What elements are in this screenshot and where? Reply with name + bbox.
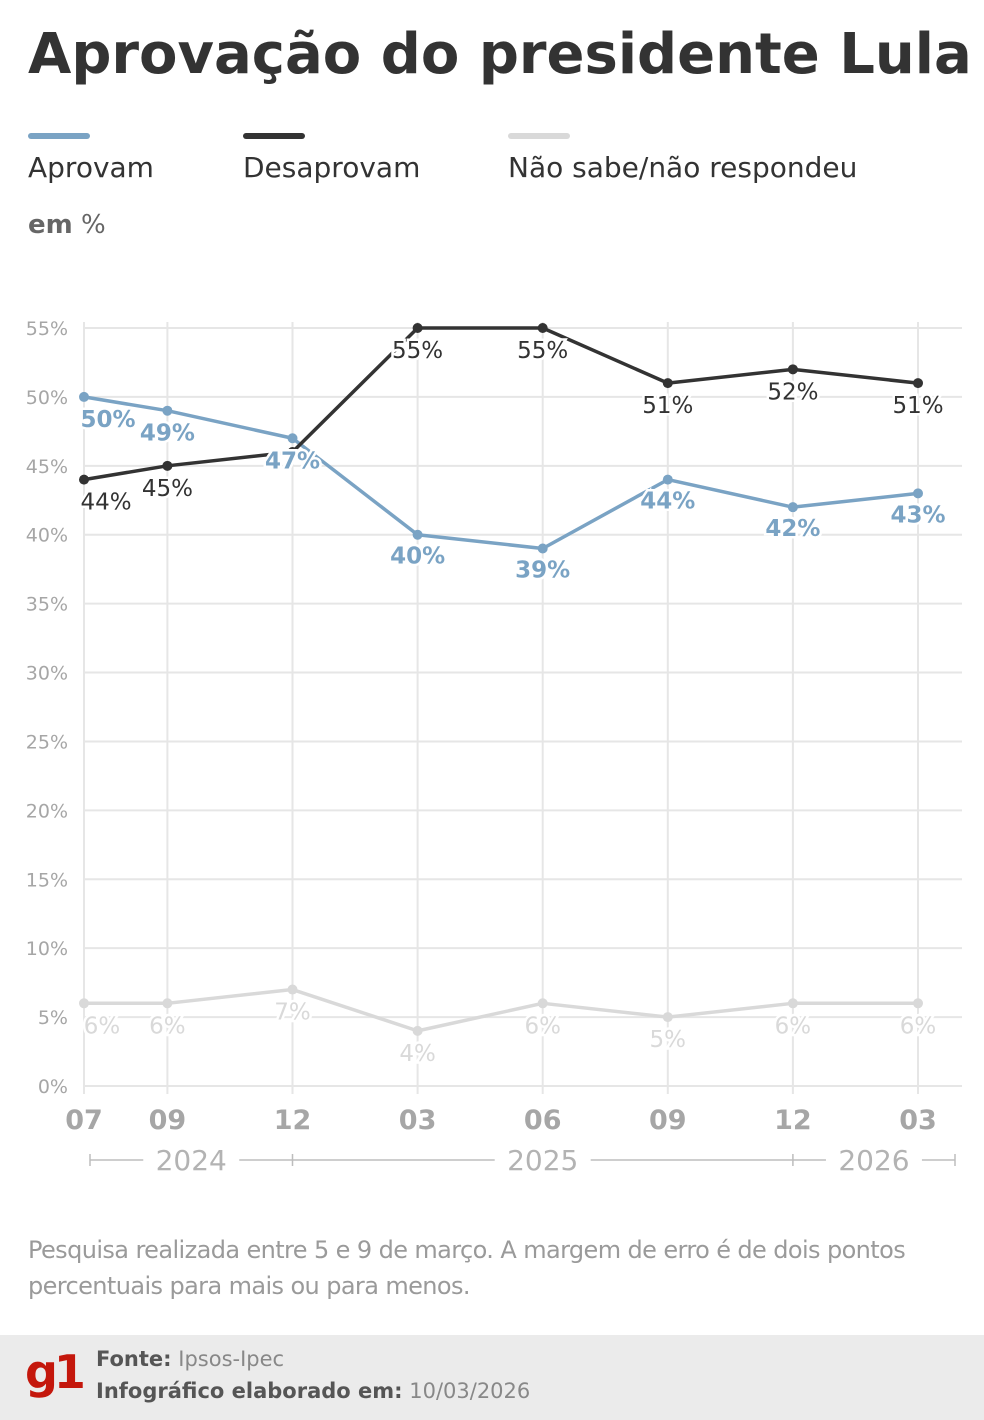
data-point-aprovam [913, 488, 923, 499]
data-point-nao-sabe [787, 998, 798, 1009]
source-line: Fonte: Ipsos-Ipec [96, 1347, 284, 1371]
x-tick-label: 09 [649, 1105, 687, 1136]
data-point-nao-sabe [537, 998, 548, 1009]
g1-logo: g1 [25, 1345, 86, 1399]
data-label-aprovam: 39% [515, 558, 570, 584]
data-point-desaprovam [162, 460, 173, 471]
legend-label-desaprovam: Desaprovam [243, 151, 421, 184]
y-tick-label: 20% [26, 800, 68, 822]
x-tick-label: 09 [149, 1105, 187, 1136]
data-label-desaprovam: 51% [642, 393, 693, 419]
y-tick-label: 30% [26, 663, 68, 685]
legend-item-aprovam: Aprovam [28, 133, 154, 184]
line-chart: 0% 5% 10% 15% 20% 25% 30% 35% 40% 45% 50% 55% 07 09 12… [26, 318, 962, 1177]
legend-item-nao-sabe: Não sabe/não respondeu [508, 133, 857, 184]
legend-label-aprovam: Aprovam [28, 151, 154, 184]
x-tick-label: 03 [399, 1105, 437, 1136]
source-label: Fonte: [96, 1347, 172, 1371]
data-label-nao-sabe: 6% [775, 1013, 812, 1039]
series-line-desaprovam [83, 326, 919, 482]
series-line-aprovam [83, 395, 919, 551]
x-tick-label: 12 [274, 1105, 312, 1136]
data-point-aprovam [79, 391, 89, 402]
unit-word: em [28, 210, 73, 240]
data-label-nao-sabe: 4% [399, 1041, 436, 1067]
data-point-desaprovam [913, 378, 923, 389]
series-line-nao-sabe [84, 987, 918, 1033]
data-label-aprovam: 49% [140, 421, 195, 447]
y-tick-label: 0% [38, 1076, 68, 1098]
y-tick-label: 5% [38, 1007, 68, 1029]
data-label-nao-sabe: 6% [900, 1013, 937, 1039]
legend-label-nao-sabe: Não sabe/não respondeu [508, 151, 858, 184]
footer: g1 Fonte: Ipsos-Ipec Infográfico elabora… [0, 1335, 984, 1420]
data-label-desaprovam: 51% [892, 393, 943, 419]
data-label-aprovam: 50% [80, 407, 135, 433]
survey-note: Pesquisa realizada entre 5 e 9 de março.… [28, 1236, 906, 1300]
legend-swatch-desaprovam [243, 133, 305, 139]
data-label-aprovam: 42% [765, 516, 820, 542]
legend-item-desaprovam: Desaprovam [243, 133, 420, 184]
data-point-aprovam [412, 529, 423, 540]
data-point-aprovam [662, 474, 673, 485]
legend-swatch-aprovam [28, 133, 90, 139]
x-tick-label: 06 [524, 1105, 562, 1136]
data-point-nao-sabe [287, 984, 298, 995]
data-point-desaprovam [787, 364, 798, 375]
x-tick-label: 07 [65, 1105, 103, 1136]
y-tick-label: 15% [26, 869, 68, 891]
data-label-nao-sabe: 5% [650, 1027, 687, 1053]
data-point-nao-sabe [662, 1012, 673, 1023]
data-label-desaprovam: 45% [142, 476, 193, 502]
data-label-aprovam: 44% [640, 489, 695, 515]
data-point-aprovam [162, 405, 173, 416]
data-point-desaprovam [412, 323, 423, 333]
data-point-desaprovam [79, 474, 89, 485]
data-label-aprovam: 40% [390, 544, 445, 570]
data-label-nao-sabe: 6% [524, 1013, 561, 1039]
y-tick-label: 40% [26, 525, 68, 547]
legend-swatch-nao-sabe [508, 133, 570, 139]
data-point-desaprovam [287, 447, 298, 458]
data-point-nao-sabe [412, 1025, 423, 1036]
data-point-nao-sabe [79, 998, 89, 1009]
data-label-nao-sabe: 6% [84, 1013, 121, 1039]
data-point-desaprovam [662, 378, 673, 389]
created-line: Infográfico elaborado em: 10/03/2026 [96, 1379, 530, 1403]
data-point-nao-sabe [913, 998, 923, 1009]
year-label: 2025 [507, 1144, 578, 1177]
unit-symbol: % [81, 210, 106, 240]
x-tick-label: 03 [899, 1105, 937, 1136]
data-point-aprovam [537, 543, 548, 554]
data-label-desaprovam: 44% [80, 490, 131, 516]
y-tick-label: 10% [26, 938, 68, 960]
data-label-nao-sabe: 6% [149, 1013, 186, 1039]
data-point-desaprovam [537, 323, 548, 333]
year-label: 2024 [156, 1144, 227, 1177]
created-label: Infográfico elaborado em: [96, 1379, 403, 1403]
data-label-desaprovam: 55% [517, 338, 568, 364]
y-tick-label: 55% [26, 318, 68, 340]
y-tick-label: 35% [26, 594, 68, 616]
data-label-aprovam: 47% [265, 448, 320, 474]
y-tick-label: 50% [26, 387, 68, 409]
data-point-aprovam [287, 433, 298, 444]
created-value: 10/03/2026 [409, 1379, 531, 1403]
data-label-desaprovam: 55% [392, 338, 443, 364]
data-point-nao-sabe [162, 998, 173, 1009]
data-label-desaprovam: 52% [767, 379, 818, 405]
chart-title: Aprovação do presidente Lula [28, 22, 972, 87]
data-label-nao-sabe: 7% [274, 1000, 311, 1026]
year-label: 2026 [838, 1144, 909, 1177]
y-tick-label: 45% [26, 456, 68, 478]
unit-label: em % [28, 210, 106, 240]
y-tick-label: 25% [26, 731, 68, 753]
source-value: Ipsos-Ipec [178, 1347, 285, 1371]
data-label-aprovam: 43% [890, 502, 945, 528]
data-point-aprovam [787, 502, 798, 513]
x-tick-label: 12 [774, 1105, 812, 1136]
